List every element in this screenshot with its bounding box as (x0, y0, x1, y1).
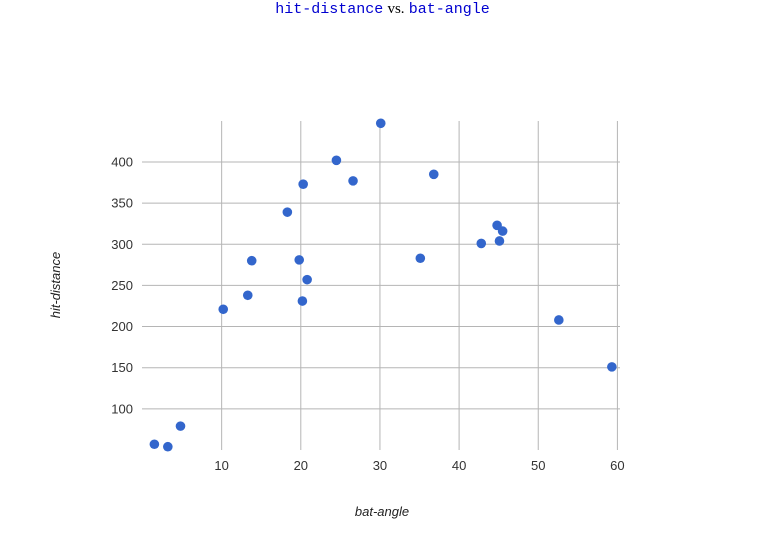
data-point[interactable] (149, 439, 160, 450)
data-point[interactable] (282, 207, 293, 217)
data-point[interactable] (415, 253, 426, 264)
y-tick-label: 250 (111, 278, 133, 293)
x-gridlines (221, 121, 618, 450)
data-point[interactable] (494, 236, 505, 246)
x-tick-label: 20 (294, 458, 308, 473)
y-tick-label: 200 (111, 319, 133, 334)
data-point[interactable] (331, 155, 342, 166)
title-x-field: hit-distance (275, 1, 384, 18)
y-tick-label: 400 (111, 154, 133, 169)
y-tick-labels: 100 150 200 250 300 350 400 (111, 154, 133, 416)
x-tick-label: 30 (373, 458, 387, 473)
x-tick-label: 50 (531, 458, 545, 473)
data-point[interactable] (554, 315, 564, 325)
y-axis-label: hit-distance (48, 252, 63, 318)
data-point[interactable] (163, 441, 173, 452)
chart-title: hit-distance vs. bat-angle (0, 0, 765, 19)
data-point[interactable] (175, 421, 186, 431)
y-tick-label: 100 (111, 401, 133, 416)
data-point[interactable] (375, 118, 386, 129)
y-tick-label: 300 (111, 237, 133, 252)
data-point[interactable] (242, 290, 253, 301)
data-point[interactable] (294, 255, 305, 265)
y-tick-label: 150 (111, 360, 133, 375)
data-point[interactable] (476, 238, 487, 249)
data-point[interactable] (497, 226, 508, 236)
data-points (149, 118, 617, 452)
y-gridlines (142, 161, 620, 410)
data-point[interactable] (246, 255, 257, 266)
x-tick-labels: 10 20 30 40 50 60 (214, 458, 624, 473)
data-point[interactable] (607, 362, 617, 372)
x-tick-label: 10 (214, 458, 228, 473)
y-tick-label: 350 (111, 196, 133, 211)
title-connector: vs. (387, 1, 405, 17)
x-tick-label: 40 (452, 458, 466, 473)
data-point[interactable] (428, 169, 439, 180)
title-y-field: bat-angle (408, 1, 490, 18)
x-axis-label: bat-angle (355, 504, 409, 519)
data-point[interactable] (297, 296, 308, 306)
data-point[interactable] (302, 274, 312, 285)
data-point[interactable] (348, 176, 358, 186)
data-point[interactable] (218, 304, 229, 315)
x-tick-label: 60 (610, 458, 624, 473)
data-point[interactable] (298, 179, 308, 189)
